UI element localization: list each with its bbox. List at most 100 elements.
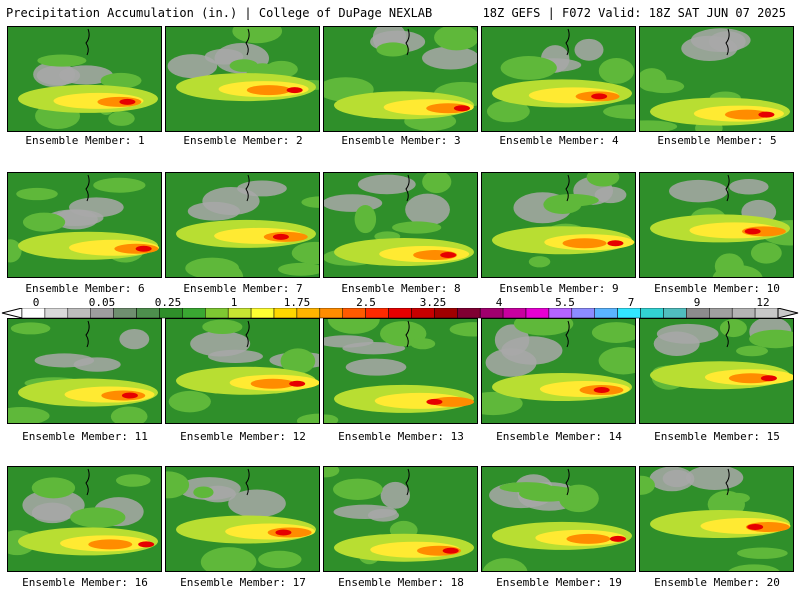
light-precip <box>728 564 780 571</box>
light-precip <box>598 346 635 375</box>
light-precip <box>168 390 211 413</box>
light-precip <box>749 329 793 349</box>
precip-peak <box>275 529 292 536</box>
precip-peak <box>747 524 764 531</box>
precip-max <box>566 533 611 544</box>
coastline <box>565 468 570 496</box>
ensemble-panel <box>481 172 636 278</box>
light-precip <box>725 492 750 504</box>
coastline <box>725 320 730 348</box>
precip-field <box>166 319 319 423</box>
legend-swatch <box>617 308 641 319</box>
coastline <box>565 28 570 56</box>
member-label: Ensemble Member: 3 <box>341 134 461 147</box>
map-title: Precipitation Accumulation (in.) | Colle… <box>6 6 433 20</box>
coastline <box>245 468 250 496</box>
light-precip <box>217 265 244 277</box>
legend-swatch <box>502 308 527 319</box>
light-precip <box>586 173 620 187</box>
field-base <box>482 467 635 571</box>
legend-swatch <box>227 308 252 319</box>
ensemble-panel <box>165 172 320 278</box>
light-precip <box>115 474 151 487</box>
ensemble-panel <box>7 318 162 424</box>
dry-area <box>345 358 407 376</box>
legend-tick-label: 9 <box>693 296 701 309</box>
dry-area <box>729 178 769 195</box>
dry-area <box>228 489 286 518</box>
ensemble-panel <box>639 26 794 132</box>
dry-area <box>333 504 397 520</box>
light-precip <box>31 477 76 499</box>
light-precip <box>736 345 769 357</box>
light-precip <box>202 319 243 335</box>
coastline <box>725 468 730 496</box>
precip-peak <box>607 240 624 247</box>
legend-swatch <box>548 308 573 319</box>
legend-swatch <box>319 308 343 319</box>
coastline <box>245 320 250 348</box>
legend-swatch <box>594 308 618 319</box>
legend-tick-label: 7 <box>627 296 635 309</box>
light-precip <box>8 406 50 423</box>
member-label: Ensemble Member: 1 <box>25 134 145 147</box>
dry-area <box>167 54 218 79</box>
ensemble-panel <box>323 466 478 572</box>
legend-swatch <box>67 308 91 319</box>
precip-field <box>8 173 161 277</box>
legend-tick-label: 12 <box>756 296 770 309</box>
light-precip <box>500 56 557 80</box>
member-label: Ensemble Member: 20 <box>654 576 780 589</box>
light-precip <box>280 348 316 374</box>
ensemble-panel <box>7 466 162 572</box>
legend-swatch <box>525 308 550 319</box>
precip-field <box>324 467 477 571</box>
coastline <box>85 174 90 202</box>
light-precip <box>519 485 577 502</box>
precip-peak <box>593 387 610 394</box>
dry-area <box>380 481 411 509</box>
light-precip <box>376 42 410 57</box>
light-precip <box>719 319 747 338</box>
legend-swatch <box>411 308 435 319</box>
legend-swatch <box>709 308 733 319</box>
legend-swatch <box>479 308 504 319</box>
dry-area <box>501 336 563 365</box>
light-precip <box>200 547 257 571</box>
ensemble-panel <box>639 172 794 278</box>
coastline <box>85 468 90 496</box>
dry-area <box>357 174 416 195</box>
precip-field <box>166 467 319 571</box>
legend-colorbar <box>1 308 799 319</box>
light-precip <box>70 507 126 528</box>
legend-tick-label: 1.75 <box>283 296 311 309</box>
dry-area <box>662 469 692 488</box>
dry-area <box>405 193 450 226</box>
dry-area <box>422 46 477 70</box>
legend-swatch <box>731 308 756 319</box>
coastline <box>565 174 570 202</box>
legend-swatch <box>365 308 389 319</box>
member-label: Ensemble Member: 7 <box>183 282 303 295</box>
coastline <box>405 320 410 348</box>
precip-field <box>640 319 793 423</box>
light-precip <box>482 558 528 571</box>
precip-field <box>640 27 793 131</box>
legend-tick-label: 0.05 <box>88 296 116 309</box>
light-precip <box>422 173 452 194</box>
light-precip <box>324 414 339 423</box>
light-precip <box>333 478 383 500</box>
dry-area <box>58 65 113 85</box>
precip-max <box>88 539 133 550</box>
valid-time: 18Z GEFS | F072 Valid: 18Z SAT JUN 07 20… <box>482 6 786 20</box>
precip-peak <box>440 252 457 259</box>
member-label: Ensemble Member: 14 <box>496 430 622 443</box>
legend-swatch <box>754 308 779 319</box>
precip-peak <box>121 392 138 399</box>
precip-field <box>324 173 477 277</box>
legend-swatch <box>686 308 710 319</box>
light-precip <box>591 322 635 343</box>
light-precip <box>16 187 58 201</box>
dry-area <box>119 329 150 350</box>
precip-max <box>562 238 607 249</box>
